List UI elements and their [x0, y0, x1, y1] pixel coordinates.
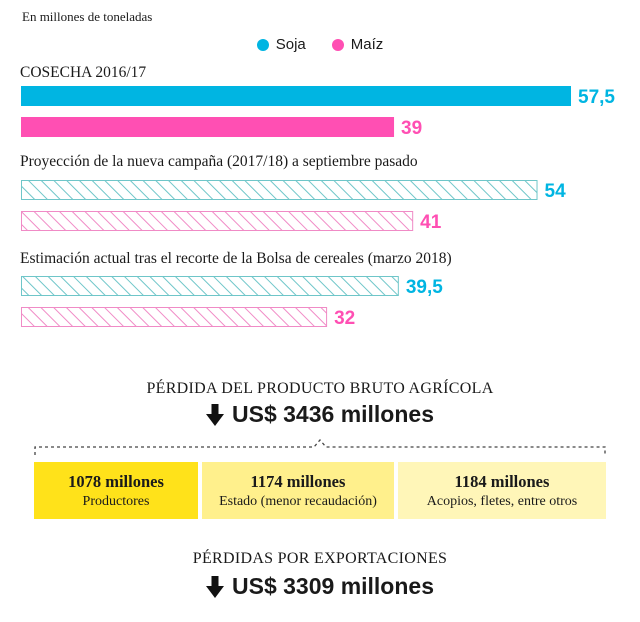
breakdown-amount: 1184 millones — [454, 471, 550, 491]
bar-chart: 57,5 39 54 41 39,5 32 — [21, 86, 615, 329]
bar-soja-group-1 — [21, 180, 538, 200]
agri-loss-breakdown: 1078 millones Productores 1174 millones … — [34, 462, 606, 519]
agri-loss-total-row: US$ 3436 millones — [0, 401, 640, 428]
value-label-maiz-group-2: 32 — [334, 308, 355, 329]
arrow-down-icon — [206, 575, 224, 598]
breakdown-box-productores: 1078 millones Productores — [34, 462, 198, 519]
bar-maiz-group-0 — [21, 117, 395, 137]
unit-label: En millones de toneladas — [22, 9, 153, 24]
export-loss-total-row: US$ 3309 millones — [0, 573, 640, 600]
legend-item-soja: Soja — [256, 36, 306, 53]
breakdown-box-acopios: 1184 millones Acopios, fletes, entre otr… — [398, 462, 606, 519]
breakdown-label: Estado (menor recaudación) — [219, 493, 377, 509]
bar-maiz-group-1 — [21, 211, 414, 231]
legend-label-maiz: Maíz — [350, 36, 384, 53]
agri-loss-title: PÉRDIDA DEL PRODUCTO BRUTO AGRÍCOLA — [146, 380, 494, 397]
agri-loss-total: US$ 3436 millones — [232, 401, 434, 427]
value-label-soja-group-1: 54 — [545, 181, 567, 202]
value-label-maiz-group-0: 39 — [401, 118, 422, 139]
legend-label-soja: Soja — [275, 36, 306, 53]
value-label-soja-group-2: 39,5 — [406, 277, 443, 298]
legend-swatch-maiz — [331, 38, 344, 51]
value-label-soja-group-0: 57,5 — [578, 87, 615, 108]
bar-soja-group-2 — [21, 276, 399, 296]
group-title-estimacion: Estimación actual tras el recorte de la … — [20, 250, 452, 267]
export-loss-title: PÉRDIDAS POR EXPORTACIONES — [192, 550, 448, 567]
chart-legend: Soja Maíz — [0, 36, 640, 53]
arrow-down-icon — [206, 403, 224, 426]
breakdown-label: Acopios, fletes, entre otros — [426, 493, 578, 509]
legend-item-maiz: Maíz — [331, 36, 384, 53]
group-title-proyeccion: Proyección de la nueva campaña (2017/18)… — [20, 153, 418, 170]
bar-maiz-group-2 — [21, 307, 328, 327]
breakdown-label: Productores — [82, 493, 150, 509]
breakdown-amount: 1174 millones — [250, 471, 346, 491]
breakdown-box-estado: 1174 millones Estado (menor recaudación) — [202, 462, 394, 519]
export-loss-total: US$ 3309 millones — [232, 573, 434, 599]
legend-swatch-soja — [256, 38, 269, 51]
breakdown-amount: 1078 millones — [68, 471, 164, 491]
bar-soja-group-0 — [21, 86, 571, 106]
breakdown-brace — [34, 439, 606, 455]
group-title-cosecha: COSECHA 2016/17 — [20, 64, 147, 81]
value-label-maiz-group-1: 41 — [420, 212, 442, 233]
